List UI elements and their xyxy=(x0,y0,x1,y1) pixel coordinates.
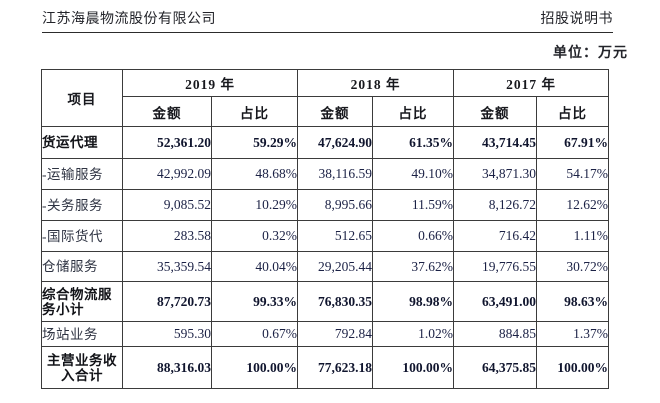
main-revenue-table: 项目 2019 年 2018 年 2017 年 金额 占比 金额 占比 金额 占… xyxy=(41,69,609,389)
ratio-cell: 99.33% xyxy=(211,281,298,322)
amount-cell: 87,720.73 xyxy=(122,281,212,322)
col-header-year-2018: 2018 年 xyxy=(297,69,454,97)
ratio-cell: 40.04% xyxy=(211,251,298,282)
row-label: 综合物流服务小计 xyxy=(41,281,123,322)
ratio-cell: 1.37% xyxy=(536,321,609,347)
ratio-cell: 100.00% xyxy=(211,346,298,389)
amount-cell: 34,871.30 xyxy=(453,158,537,190)
ratio-cell: 30.72% xyxy=(536,251,609,282)
amount-cell: 88,316.03 xyxy=(122,346,212,389)
table-row: -国际货代 283.58 0.32% 512.65 0.66% 716.42 1… xyxy=(41,220,609,252)
amount-cell: 595.30 xyxy=(122,321,212,347)
unit-note: 单位：万元 xyxy=(553,46,628,61)
col-header-ratio-2017: 占比 xyxy=(536,96,609,127)
amount-cell: 8,995.66 xyxy=(297,189,373,221)
row-label: 货运代理 xyxy=(41,126,123,159)
amount-cell: 63,491.00 xyxy=(453,281,537,322)
ratio-cell: 61.35% xyxy=(372,126,454,159)
table-row: -关务服务 9,085.52 10.29% 8,995.66 11.59% 8,… xyxy=(41,189,609,221)
ratio-cell: 67.91% xyxy=(536,126,609,159)
document-type-label: 招股说明书 xyxy=(540,12,613,27)
table-row-subtotal: 综合物流服务小计 87,720.73 99.33% 76,830.35 98.9… xyxy=(41,281,609,322)
ratio-cell: 10.29% xyxy=(211,189,298,221)
col-header-year-2017: 2017 年 xyxy=(453,69,609,97)
company-name: 江苏海晨物流股份有限公司 xyxy=(42,12,216,27)
row-label: -关务服务 xyxy=(41,189,123,221)
amount-cell: 43,714.45 xyxy=(453,126,537,159)
row-label: 场站业务 xyxy=(41,321,123,347)
table-row: 货运代理 52,361.20 59.29% 47,624.90 61.35% 4… xyxy=(41,126,609,159)
amount-cell: 716.42 xyxy=(453,220,537,252)
ratio-cell: 100.00% xyxy=(372,346,454,389)
row-label: -运输服务 xyxy=(41,158,123,190)
amount-cell: 35,359.54 xyxy=(122,251,212,282)
amount-cell: 9,085.52 xyxy=(122,189,212,221)
col-header-year-2019: 2019 年 xyxy=(122,69,298,97)
ratio-cell: 0.32% xyxy=(211,220,298,252)
amount-cell: 38,116.59 xyxy=(297,158,373,190)
ratio-cell: 1.02% xyxy=(372,321,454,347)
ratio-cell: 100.00% xyxy=(536,346,609,389)
table-row: 场站业务 595.30 0.67% 792.84 1.02% 884.85 1.… xyxy=(41,321,609,347)
ratio-cell: 54.17% xyxy=(536,158,609,190)
table-row: 仓储服务 35,359.54 40.04% 29,205.44 37.62% 1… xyxy=(41,251,609,282)
ratio-cell: 98.63% xyxy=(536,281,609,322)
ratio-cell: 48.68% xyxy=(211,158,298,190)
amount-cell: 52,361.20 xyxy=(122,126,212,159)
amount-cell: 884.85 xyxy=(453,321,537,347)
amount-cell: 64,375.85 xyxy=(453,346,537,389)
row-label: 主营业务收入合计 xyxy=(41,346,123,389)
ratio-cell: 11.59% xyxy=(372,189,454,221)
row-label: 仓储服务 xyxy=(41,251,123,282)
ratio-cell: 49.10% xyxy=(372,158,454,190)
amount-cell: 47,624.90 xyxy=(297,126,373,159)
ratio-cell: 37.62% xyxy=(372,251,454,282)
amount-cell: 19,776.55 xyxy=(453,251,537,282)
row-label: -国际货代 xyxy=(41,220,123,252)
ratio-cell: 59.29% xyxy=(211,126,298,159)
ratio-cell: 0.67% xyxy=(211,321,298,347)
amount-cell: 42,992.09 xyxy=(122,158,212,190)
col-header-amount-2018: 金额 xyxy=(297,96,373,127)
table-header-measures-row: 金额 占比 金额 占比 金额 占比 xyxy=(42,96,609,127)
col-header-item: 项目 xyxy=(41,69,123,127)
amount-cell: 512.65 xyxy=(297,220,373,252)
amount-cell: 792.84 xyxy=(297,321,373,347)
table-row: -运输服务 42,992.09 48.68% 38,116.59 49.10% … xyxy=(41,158,609,190)
amount-cell: 283.58 xyxy=(122,220,212,252)
col-header-amount-2017: 金额 xyxy=(453,96,537,127)
document-header: 江苏海晨物流股份有限公司 招股说明书 xyxy=(42,11,613,33)
ratio-cell: 0.66% xyxy=(372,220,454,252)
col-header-amount-2019: 金额 xyxy=(122,96,212,127)
ratio-cell: 12.62% xyxy=(536,189,609,221)
col-header-ratio-2018: 占比 xyxy=(372,96,454,127)
amount-cell: 77,623.18 xyxy=(297,346,373,389)
col-header-ratio-2019: 占比 xyxy=(211,96,298,127)
amount-cell: 29,205.44 xyxy=(297,251,373,282)
table-header-years-row: 项目 2019 年 2018 年 2017 年 xyxy=(41,69,609,127)
table-row-total: 主营业务收入合计 88,316.03 100.00% 77,623.18 100… xyxy=(41,346,609,389)
ratio-cell: 1.11% xyxy=(536,220,609,252)
amount-cell: 76,830.35 xyxy=(297,281,373,322)
ratio-cell: 98.98% xyxy=(372,281,454,322)
amount-cell: 8,126.72 xyxy=(453,189,537,221)
